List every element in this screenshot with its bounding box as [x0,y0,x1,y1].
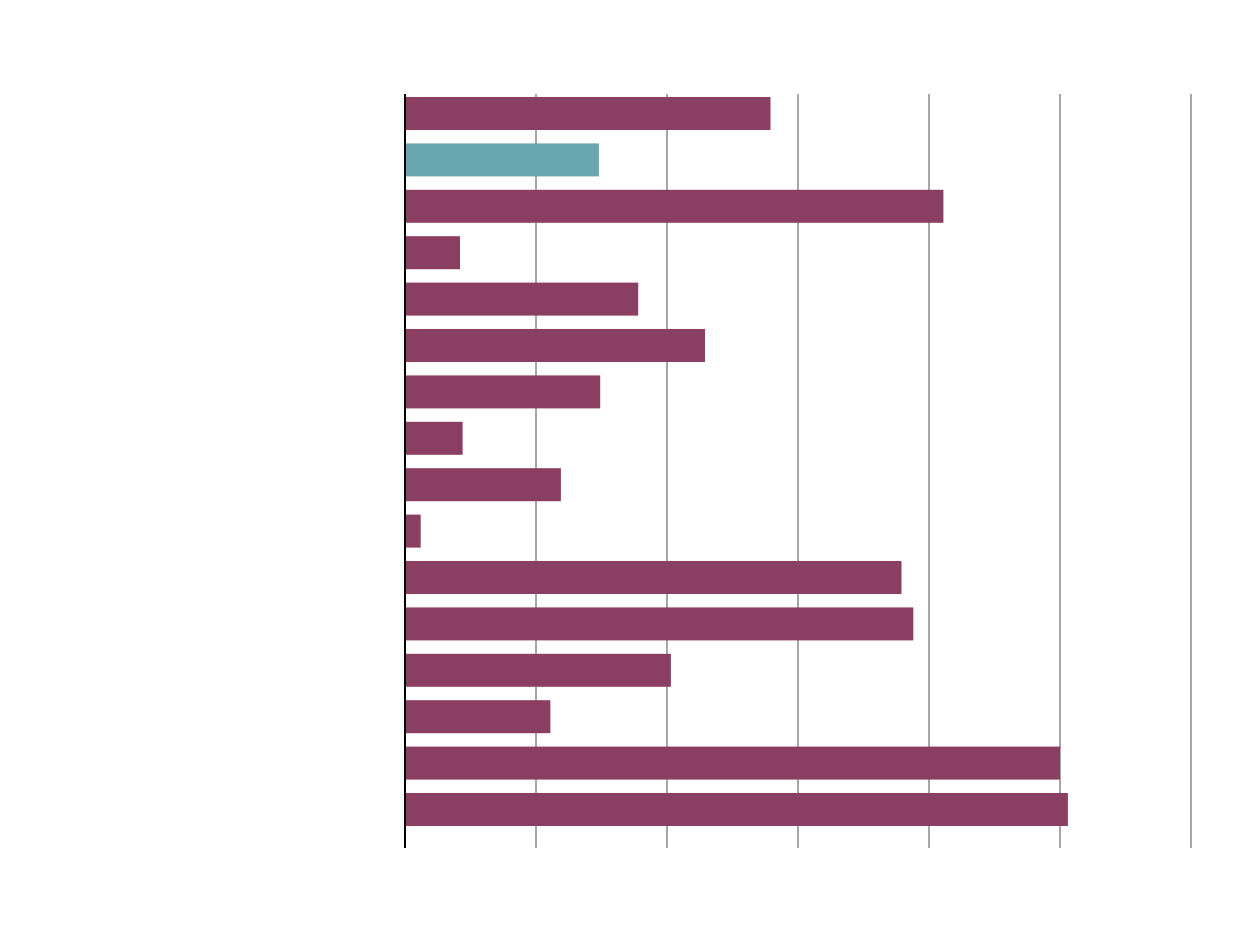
bar-14 [405,700,551,734]
bar-6 [405,329,705,362]
bar-13 [405,653,671,687]
bar-4 [405,236,460,270]
bars [405,97,1068,826]
bar-16 [405,793,1068,826]
bar-12 [405,607,914,641]
bar-5 [405,282,639,316]
bar-8 [405,421,463,455]
bar-11 [405,561,902,594]
bar-10 [405,514,421,548]
bar-7 [405,375,601,409]
bar-1 [405,97,771,130]
bar-2 [405,143,599,177]
bar-15 [405,746,1060,780]
bar-9 [405,468,561,502]
bar-3 [405,189,944,223]
